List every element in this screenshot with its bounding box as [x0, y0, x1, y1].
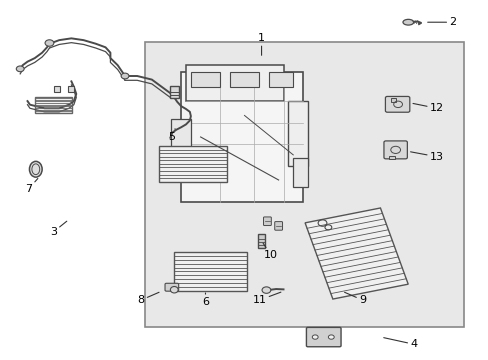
Bar	[268, 72, 293, 87]
Circle shape	[312, 335, 318, 339]
Text: 8: 8	[137, 292, 159, 305]
Bar	[159, 146, 227, 182]
Bar	[68, 86, 74, 92]
Bar	[390, 98, 395, 102]
Circle shape	[328, 335, 333, 339]
FancyBboxPatch shape	[274, 222, 282, 230]
Ellipse shape	[29, 161, 42, 177]
Text: 5: 5	[167, 129, 175, 142]
Text: 13: 13	[410, 152, 443, 162]
Bar	[54, 86, 60, 92]
Bar	[173, 252, 246, 291]
Bar	[35, 96, 72, 113]
FancyBboxPatch shape	[164, 283, 178, 291]
Bar	[185, 65, 283, 101]
Text: 1: 1	[258, 33, 264, 55]
Text: 10: 10	[263, 243, 278, 260]
Bar	[170, 86, 179, 98]
Text: 9: 9	[344, 292, 366, 305]
Bar	[181, 72, 303, 202]
FancyBboxPatch shape	[383, 141, 407, 159]
Bar	[388, 156, 394, 159]
Circle shape	[262, 287, 270, 293]
Bar	[293, 158, 307, 187]
Ellipse shape	[402, 19, 413, 25]
Circle shape	[45, 40, 54, 46]
Bar	[288, 101, 307, 166]
Bar	[144, 42, 463, 327]
FancyBboxPatch shape	[263, 217, 271, 226]
Bar	[257, 234, 265, 248]
FancyBboxPatch shape	[385, 96, 409, 112]
Ellipse shape	[170, 287, 178, 293]
Circle shape	[16, 66, 24, 72]
FancyBboxPatch shape	[306, 327, 340, 347]
Text: 11: 11	[252, 292, 280, 305]
Text: 12: 12	[412, 103, 443, 113]
Bar	[305, 208, 407, 299]
Circle shape	[121, 73, 129, 79]
Text: 3: 3	[50, 221, 67, 237]
Bar	[229, 72, 259, 87]
Text: 4: 4	[383, 338, 417, 349]
Text: 2: 2	[427, 17, 455, 27]
Text: 6: 6	[202, 293, 208, 307]
Text: 7: 7	[25, 179, 38, 194]
Bar	[190, 72, 220, 87]
Bar	[171, 119, 190, 162]
